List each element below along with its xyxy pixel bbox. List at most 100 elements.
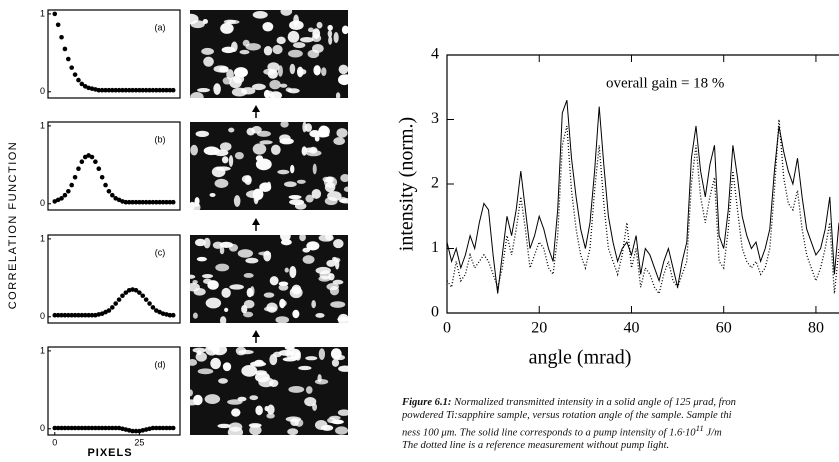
speckle bbox=[299, 233, 306, 242]
data-point bbox=[110, 305, 115, 310]
speckle bbox=[209, 192, 216, 198]
speckle bbox=[207, 280, 219, 290]
speckle bbox=[197, 368, 214, 375]
speckle bbox=[285, 87, 292, 92]
speckle bbox=[195, 130, 210, 138]
speckle bbox=[263, 89, 271, 99]
speckle bbox=[302, 255, 315, 264]
data-point bbox=[143, 297, 149, 302]
data-point bbox=[52, 425, 58, 431]
speckle-image bbox=[185, 230, 349, 326]
speckle bbox=[244, 175, 252, 186]
y-tick-label: 4 bbox=[431, 46, 439, 63]
data-point bbox=[167, 87, 173, 93]
data-point bbox=[130, 199, 135, 205]
data-point bbox=[66, 189, 71, 194]
speckle bbox=[293, 14, 300, 27]
plot-frame bbox=[47, 121, 181, 211]
speckle bbox=[269, 276, 279, 286]
speckle bbox=[245, 257, 259, 264]
speckle bbox=[280, 120, 289, 128]
speckle bbox=[284, 181, 297, 188]
data-point bbox=[76, 77, 81, 83]
speckle bbox=[296, 66, 304, 78]
data-point bbox=[96, 166, 102, 172]
data-point bbox=[157, 87, 162, 93]
data-point bbox=[113, 87, 118, 93]
y-axis-label: CORRELATION FUNCTION bbox=[7, 141, 19, 310]
speckle bbox=[263, 292, 275, 298]
x-tick-label: 20 bbox=[531, 320, 547, 337]
data-point bbox=[55, 425, 61, 431]
data-point bbox=[137, 87, 142, 93]
x-tick-label: 25 bbox=[134, 437, 144, 447]
speckle bbox=[201, 274, 214, 279]
data-point bbox=[76, 425, 81, 431]
speckle bbox=[287, 49, 303, 58]
speckle-image bbox=[187, 120, 354, 213]
y-tick-label: 1 bbox=[431, 239, 439, 256]
caption-line: powdered Ti:sapphire sample, versus rota… bbox=[402, 410, 839, 423]
y-tick-label: 0 bbox=[40, 86, 45, 96]
speckle bbox=[249, 425, 262, 436]
speckle bbox=[242, 39, 250, 47]
speckle bbox=[292, 309, 300, 319]
data-point bbox=[76, 312, 81, 318]
speckle bbox=[224, 307, 229, 313]
speckle bbox=[312, 28, 321, 40]
data-point bbox=[133, 428, 139, 434]
data-point bbox=[82, 312, 88, 318]
data-point bbox=[72, 72, 78, 77]
speckle bbox=[327, 30, 333, 38]
data-point bbox=[52, 312, 58, 318]
speckle bbox=[190, 144, 198, 156]
speckle bbox=[228, 422, 243, 432]
speckle bbox=[210, 357, 221, 370]
data-point bbox=[120, 87, 125, 93]
data-point bbox=[140, 199, 146, 205]
speckle bbox=[280, 230, 291, 242]
data-point bbox=[116, 87, 122, 93]
speckle bbox=[319, 270, 332, 280]
speckle bbox=[226, 19, 240, 25]
speckle bbox=[269, 379, 279, 387]
speckle bbox=[187, 359, 198, 366]
speckle bbox=[205, 297, 222, 309]
data-point bbox=[137, 199, 142, 205]
data-point bbox=[55, 22, 61, 28]
speckle bbox=[234, 151, 244, 160]
speckle bbox=[263, 250, 272, 262]
data-point bbox=[52, 11, 58, 17]
data-point bbox=[164, 199, 169, 205]
data-point bbox=[126, 87, 132, 93]
speckle bbox=[203, 237, 211, 249]
caption-text: The dotted line is a reference measureme… bbox=[402, 440, 670, 452]
speckle bbox=[254, 372, 270, 383]
speckle bbox=[312, 163, 317, 175]
speckle bbox=[314, 378, 329, 385]
speckle bbox=[298, 365, 312, 371]
arrow-head bbox=[252, 330, 260, 337]
speckle bbox=[321, 67, 327, 76]
y-tick-label: 0 bbox=[431, 304, 439, 321]
data-point bbox=[157, 199, 162, 205]
data-point bbox=[79, 425, 85, 431]
speckle bbox=[337, 316, 349, 322]
data-point bbox=[164, 87, 169, 93]
speckle bbox=[335, 92, 341, 100]
speckle bbox=[243, 299, 255, 309]
speckle bbox=[255, 405, 263, 416]
x-axis-label: angle (mrad) bbox=[529, 347, 632, 369]
speckle bbox=[219, 246, 225, 255]
speckle bbox=[333, 32, 339, 44]
data-point bbox=[96, 425, 102, 431]
speckle bbox=[287, 30, 300, 43]
data-point bbox=[133, 199, 139, 205]
speckle bbox=[279, 138, 294, 145]
speckle bbox=[287, 428, 299, 436]
speckle bbox=[197, 88, 210, 93]
data-point bbox=[82, 425, 88, 431]
speckle bbox=[306, 241, 320, 251]
speckle bbox=[220, 22, 234, 34]
